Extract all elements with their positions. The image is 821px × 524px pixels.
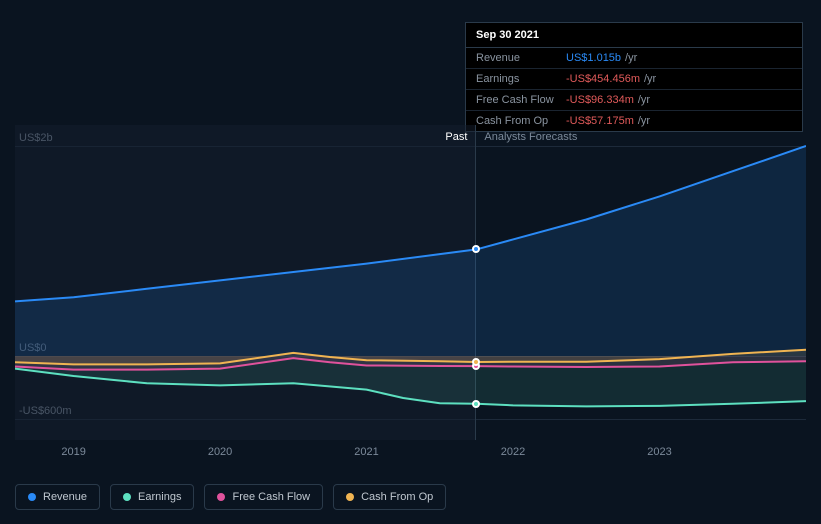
tooltip-metric-label: Free Cash Flow bbox=[476, 94, 566, 106]
tooltip-date: Sep 30 2021 bbox=[466, 23, 802, 48]
marker-dot-revenue bbox=[472, 245, 480, 253]
past-region: Past bbox=[15, 125, 476, 440]
x-axis-label: 2021 bbox=[354, 446, 378, 458]
legend-label: Cash From Op bbox=[361, 491, 433, 503]
legend-item-cfo[interactable]: Cash From Op bbox=[333, 484, 446, 510]
legend-swatch-icon bbox=[28, 493, 36, 501]
chart-legend: Revenue Earnings Free Cash Flow Cash From O… bbox=[15, 484, 446, 510]
legend-item-revenue[interactable]: Revenue bbox=[15, 484, 100, 510]
tooltip-row: RevenueUS$1.015b/yr bbox=[466, 48, 802, 69]
legend-swatch-icon bbox=[346, 493, 354, 501]
forecast-region: Analysts Forecasts bbox=[476, 125, 806, 440]
legend-item-fcf[interactable]: Free Cash Flow bbox=[204, 484, 323, 510]
legend-label: Revenue bbox=[43, 491, 87, 503]
forecast-label: Analysts Forecasts bbox=[484, 131, 577, 143]
tooltip-row: Earnings-US$454.456m/yr bbox=[466, 69, 802, 90]
tooltip-metric-value: -US$454.456m bbox=[566, 73, 640, 85]
legend-label: Earnings bbox=[138, 491, 181, 503]
tooltip-metric-label: Earnings bbox=[476, 73, 566, 85]
x-axis-label: 2022 bbox=[501, 446, 525, 458]
tooltip-row: Free Cash Flow-US$96.334m/yr bbox=[466, 90, 802, 111]
tooltip-metric-value: US$1.015b bbox=[566, 52, 621, 64]
legend-item-earnings[interactable]: Earnings bbox=[110, 484, 194, 510]
tooltip-metric-unit: /yr bbox=[625, 52, 637, 64]
marker-dot-earnings bbox=[472, 400, 480, 408]
legend-swatch-icon bbox=[217, 493, 225, 501]
tooltip-metric-unit: /yr bbox=[644, 73, 656, 85]
x-axis-label: 2019 bbox=[61, 446, 85, 458]
x-axis: 2019 2020 2021 2022 2023 bbox=[15, 446, 806, 466]
legend-label: Free Cash Flow bbox=[232, 491, 310, 503]
financials-chart[interactable]: US$2bUS$0-US$600mPastAnalysts Forecasts bbox=[15, 125, 806, 440]
tooltip-metric-unit: /yr bbox=[638, 94, 650, 106]
tooltip-metric-value: -US$96.334m bbox=[566, 94, 634, 106]
tooltip-metric-label: Revenue bbox=[476, 52, 566, 64]
legend-swatch-icon bbox=[123, 493, 131, 501]
past-label: Past bbox=[445, 131, 467, 143]
chart-tooltip: Sep 30 2021 RevenueUS$1.015b/yrEarnings-… bbox=[465, 22, 803, 132]
marker-dot-cfo bbox=[472, 358, 480, 366]
x-axis-label: 2020 bbox=[208, 446, 232, 458]
x-axis-label: 2023 bbox=[647, 446, 671, 458]
